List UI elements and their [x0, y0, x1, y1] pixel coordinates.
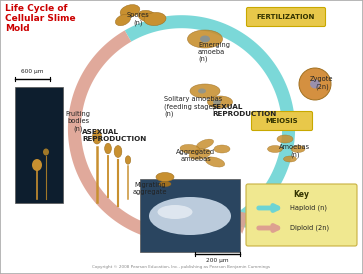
- Ellipse shape: [189, 149, 211, 159]
- Ellipse shape: [138, 10, 156, 22]
- Ellipse shape: [120, 5, 140, 17]
- Ellipse shape: [205, 157, 225, 167]
- Ellipse shape: [190, 84, 220, 98]
- Ellipse shape: [277, 135, 293, 143]
- Ellipse shape: [149, 197, 231, 235]
- Text: FERTILIZATION: FERTILIZATION: [257, 14, 315, 20]
- Text: Zygote
(2n): Zygote (2n): [310, 76, 334, 90]
- Polygon shape: [228, 209, 249, 234]
- Text: SEXUAL
REPRODUCTION: SEXUAL REPRODUCTION: [212, 104, 276, 117]
- Ellipse shape: [200, 36, 210, 42]
- Circle shape: [299, 68, 331, 100]
- Ellipse shape: [114, 145, 122, 158]
- Ellipse shape: [291, 145, 305, 153]
- Ellipse shape: [208, 96, 232, 108]
- Ellipse shape: [213, 99, 221, 104]
- Polygon shape: [125, 15, 295, 222]
- Ellipse shape: [144, 12, 166, 25]
- Text: 600 μm: 600 μm: [21, 69, 43, 74]
- FancyBboxPatch shape: [246, 184, 357, 246]
- Polygon shape: [68, 30, 238, 242]
- FancyArrowPatch shape: [259, 226, 278, 230]
- Text: Copyright © 2008 Pearson Education, Inc., publishing as Pearson Benjamin Cumming: Copyright © 2008 Pearson Education, Inc.…: [92, 265, 270, 269]
- Ellipse shape: [196, 139, 213, 149]
- Ellipse shape: [310, 79, 320, 89]
- Ellipse shape: [214, 145, 230, 153]
- FancyBboxPatch shape: [252, 112, 313, 130]
- Text: Emerging
amoeba
(n): Emerging amoeba (n): [198, 42, 230, 62]
- FancyArrowPatch shape: [259, 206, 278, 210]
- Text: Cellular Slime: Cellular Slime: [5, 14, 76, 23]
- Ellipse shape: [180, 144, 200, 153]
- Ellipse shape: [284, 156, 297, 162]
- Polygon shape: [230, 205, 251, 228]
- Ellipse shape: [198, 89, 206, 93]
- FancyBboxPatch shape: [246, 7, 326, 27]
- Ellipse shape: [105, 143, 111, 154]
- Ellipse shape: [32, 159, 42, 171]
- Text: Haploid (n): Haploid (n): [290, 205, 327, 211]
- Ellipse shape: [268, 145, 282, 153]
- Text: Fruiting
bodies
(n): Fruiting bodies (n): [65, 111, 90, 132]
- Text: Mold: Mold: [5, 24, 30, 33]
- Ellipse shape: [43, 149, 49, 156]
- Ellipse shape: [158, 205, 192, 219]
- Ellipse shape: [93, 130, 102, 144]
- Ellipse shape: [125, 156, 131, 164]
- Text: Diploid (2n): Diploid (2n): [290, 225, 329, 231]
- Text: Life Cycle of: Life Cycle of: [5, 4, 68, 13]
- Ellipse shape: [159, 181, 171, 187]
- Text: Key: Key: [294, 190, 310, 199]
- Ellipse shape: [156, 173, 174, 181]
- Text: Solitary amoebas
(feeding stage)
(n): Solitary amoebas (feeding stage) (n): [164, 96, 222, 117]
- Text: ASEXUAL
REPRODUCTION: ASEXUAL REPRODUCTION: [82, 129, 146, 142]
- Bar: [140, 179, 240, 252]
- Bar: [15, 87, 63, 203]
- Text: MEIOSIS: MEIOSIS: [266, 118, 298, 124]
- Ellipse shape: [115, 14, 131, 26]
- Text: Aggregated
amoebas: Aggregated amoebas: [176, 149, 216, 162]
- Text: Spores
(n): Spores (n): [127, 12, 150, 25]
- Text: Amoebas
(n): Amoebas (n): [280, 144, 311, 158]
- Text: 200 μm: 200 μm: [206, 258, 228, 263]
- Text: Migrating
aggregate: Migrating aggregate: [133, 182, 167, 195]
- Ellipse shape: [188, 30, 223, 48]
